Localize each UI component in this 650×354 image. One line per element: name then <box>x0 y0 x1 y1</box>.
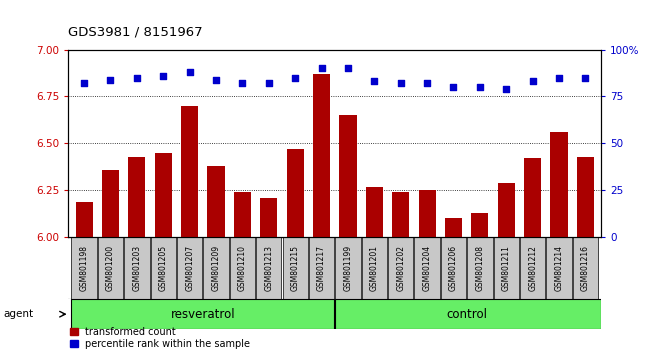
Point <box>527 79 538 84</box>
Point <box>580 75 591 80</box>
Bar <box>260 198 278 237</box>
FancyBboxPatch shape <box>309 237 334 299</box>
Point <box>554 75 564 80</box>
Bar <box>551 132 567 237</box>
Bar <box>128 156 146 237</box>
Bar <box>498 183 515 237</box>
Text: GSM801203: GSM801203 <box>133 245 141 291</box>
Bar <box>207 166 225 237</box>
Bar <box>339 115 356 237</box>
Text: control: control <box>446 308 488 321</box>
FancyBboxPatch shape <box>124 237 150 299</box>
Text: GSM801201: GSM801201 <box>370 245 379 291</box>
Text: GSM801208: GSM801208 <box>475 245 484 291</box>
FancyBboxPatch shape <box>203 237 229 299</box>
Point <box>422 80 432 86</box>
FancyBboxPatch shape <box>151 237 176 299</box>
Point <box>211 77 221 82</box>
Point <box>343 65 353 71</box>
Point <box>237 80 248 86</box>
Text: GSM801204: GSM801204 <box>422 245 432 291</box>
Text: GSM801217: GSM801217 <box>317 245 326 291</box>
FancyBboxPatch shape <box>98 237 123 299</box>
Bar <box>75 201 93 237</box>
Point <box>185 69 195 75</box>
Point <box>317 65 327 71</box>
FancyBboxPatch shape <box>573 237 598 299</box>
FancyBboxPatch shape <box>520 237 545 299</box>
FancyBboxPatch shape <box>335 237 361 299</box>
FancyBboxPatch shape <box>256 237 281 299</box>
Text: resveratrol: resveratrol <box>170 308 235 321</box>
Bar <box>392 192 410 237</box>
Bar <box>524 158 541 237</box>
Bar <box>577 156 594 237</box>
Point <box>369 79 380 84</box>
FancyBboxPatch shape <box>361 237 387 299</box>
Text: GSM801215: GSM801215 <box>291 245 300 291</box>
Point <box>79 80 89 86</box>
Text: GSM801206: GSM801206 <box>449 245 458 291</box>
FancyBboxPatch shape <box>493 237 519 299</box>
FancyBboxPatch shape <box>283 237 308 299</box>
FancyBboxPatch shape <box>415 237 440 299</box>
Point <box>395 80 406 86</box>
Text: GSM801214: GSM801214 <box>554 245 564 291</box>
Point <box>501 86 512 92</box>
Bar <box>234 192 251 237</box>
FancyBboxPatch shape <box>72 299 334 329</box>
Text: GSM801198: GSM801198 <box>79 245 88 291</box>
FancyBboxPatch shape <box>388 237 413 299</box>
Point <box>158 73 168 79</box>
Text: agent: agent <box>3 309 33 319</box>
Text: GSM801202: GSM801202 <box>396 245 405 291</box>
Point <box>290 75 300 80</box>
Point <box>448 84 459 90</box>
Legend: transformed count, percentile rank within the sample: transformed count, percentile rank withi… <box>70 327 250 349</box>
FancyBboxPatch shape <box>177 237 202 299</box>
Text: GSM801212: GSM801212 <box>528 245 537 291</box>
Bar <box>366 187 383 237</box>
Text: GDS3981 / 8151967: GDS3981 / 8151967 <box>68 26 203 39</box>
Bar <box>313 74 330 237</box>
Point <box>474 84 485 90</box>
Text: GSM801205: GSM801205 <box>159 245 168 291</box>
Bar <box>181 106 198 237</box>
FancyBboxPatch shape <box>229 237 255 299</box>
Bar <box>471 213 488 237</box>
Point <box>264 80 274 86</box>
Text: GSM801213: GSM801213 <box>265 245 273 291</box>
Bar <box>445 218 462 237</box>
Text: GSM801211: GSM801211 <box>502 245 511 291</box>
Text: GSM801199: GSM801199 <box>343 245 352 291</box>
Bar <box>287 149 304 237</box>
Point <box>132 75 142 80</box>
Text: GSM801200: GSM801200 <box>106 245 115 291</box>
FancyBboxPatch shape <box>441 237 466 299</box>
FancyBboxPatch shape <box>335 299 601 329</box>
Text: GSM801209: GSM801209 <box>211 245 220 291</box>
Bar <box>102 170 119 237</box>
Bar <box>155 153 172 237</box>
FancyBboxPatch shape <box>72 237 97 299</box>
Point <box>105 77 116 82</box>
Text: GSM801207: GSM801207 <box>185 245 194 291</box>
Text: GSM801216: GSM801216 <box>581 245 590 291</box>
Bar <box>419 190 436 237</box>
FancyBboxPatch shape <box>547 237 572 299</box>
Text: GSM801210: GSM801210 <box>238 245 247 291</box>
FancyBboxPatch shape <box>467 237 493 299</box>
